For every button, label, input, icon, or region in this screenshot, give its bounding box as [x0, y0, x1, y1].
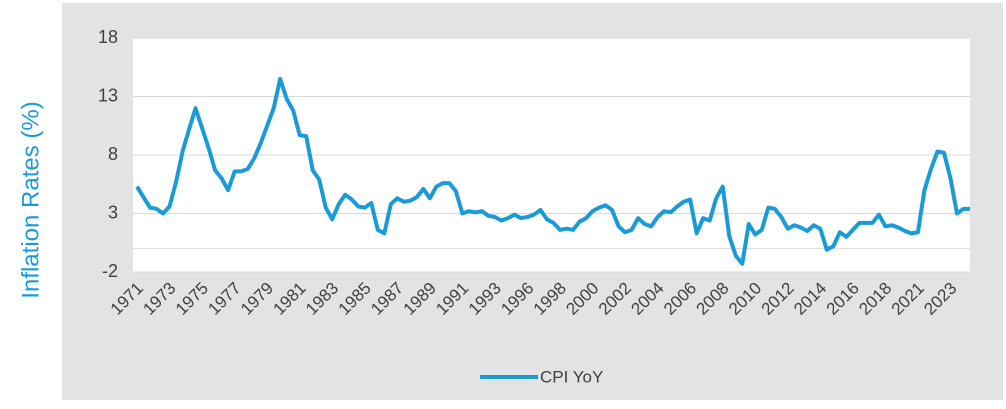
y-tick-label: 13 — [98, 85, 118, 105]
y-tick-label: 8 — [108, 144, 118, 164]
y-tick-label: -2 — [102, 261, 118, 281]
y-tick-label: 18 — [98, 27, 118, 47]
data-line — [135, 76, 970, 266]
y-tick-label: 3 — [108, 202, 118, 222]
legend-label: CPI YoY — [540, 367, 603, 386]
y-axis-title: Inflation Rates (%) — [17, 101, 44, 298]
